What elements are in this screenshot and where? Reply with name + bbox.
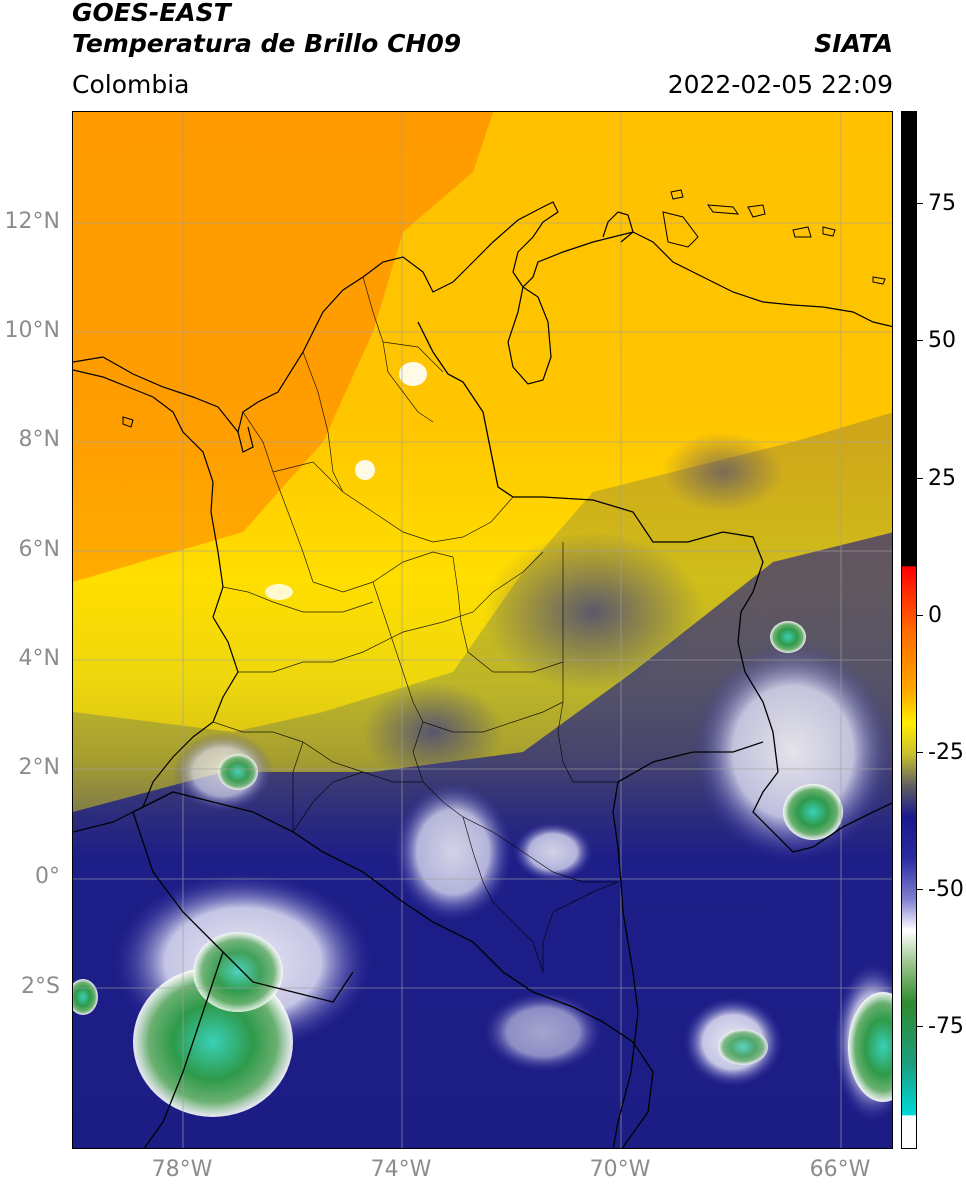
transition-region (73, 412, 892, 812)
cold-cloud-top (770, 621, 806, 653)
colorbar (901, 111, 917, 1149)
country-borders (132, 321, 892, 1148)
lon-label-74w: 74°W (370, 1157, 432, 1182)
colorbar-tick (916, 1026, 923, 1027)
cold-cloud-top (718, 1029, 768, 1065)
colorbar-label-50: 50 (928, 328, 956, 353)
cold-cloud-top (218, 754, 258, 790)
map-canvas (73, 112, 892, 1148)
colorbar-tick (916, 203, 923, 204)
cold-cloud-top (783, 784, 843, 840)
convective-cloud (393, 782, 513, 922)
warm-region-northwest (73, 112, 493, 582)
colorbar-label-75: 75 (928, 191, 956, 216)
region-label: Colombia (72, 70, 190, 99)
lat-label-12n: 12°N (4, 209, 60, 234)
colorbar-tick (916, 752, 923, 753)
lon-label-70w: 70°W (589, 1157, 651, 1182)
lat-label-8n: 8°N (18, 427, 60, 452)
cloud-patch (363, 682, 503, 782)
satellite-map (72, 111, 893, 1149)
colorbar-label-0: 0 (928, 603, 942, 628)
cloud-patch (663, 432, 783, 512)
timestamp-label: 2022-02-05 22:09 (667, 70, 893, 99)
colorbar-tick (916, 889, 923, 890)
colorbar-tick (916, 340, 923, 341)
mountain-cell (355, 460, 375, 480)
cold-cloud-top (193, 932, 283, 1012)
colorbar-label-25: 25 (928, 466, 956, 491)
department-borders (212, 276, 619, 973)
convective-cloud (483, 992, 603, 1072)
colorbar-tick (916, 615, 923, 616)
graticule (73, 112, 892, 1148)
colorbar-label-minus25: -25 (928, 740, 964, 765)
islands (122, 189, 886, 428)
lat-label-2s: 2°S (21, 974, 60, 999)
lat-label-4n: 4°N (18, 646, 60, 671)
organization-label: SIATA (814, 29, 893, 58)
lat-label-6n: 6°N (18, 537, 60, 562)
colorbar-gradient (902, 112, 916, 1148)
lat-label-2n: 2°N (18, 755, 60, 780)
lon-label-78w: 78°W (151, 1157, 213, 1182)
coastlines (73, 201, 892, 833)
convective-cloud (513, 822, 593, 882)
cloud-patch (483, 532, 703, 692)
cold-cloud-top (848, 992, 892, 1102)
lat-label-0: 0° (35, 864, 60, 889)
title-product: Temperatura de Brillo CH09 (72, 29, 462, 58)
mountain-cell (399, 362, 427, 386)
colorbar-label-minus75: -75 (928, 1014, 964, 1039)
mountain-cell (265, 584, 293, 600)
colorbar-label-minus50: -50 (928, 877, 964, 902)
colorbar-tick (916, 478, 923, 479)
warm-region-yellow (73, 112, 892, 732)
title-satellite: GOES-EAST (72, 0, 231, 27)
lon-label-66w: 66°W (809, 1157, 871, 1182)
lat-label-10n: 10°N (4, 318, 60, 343)
